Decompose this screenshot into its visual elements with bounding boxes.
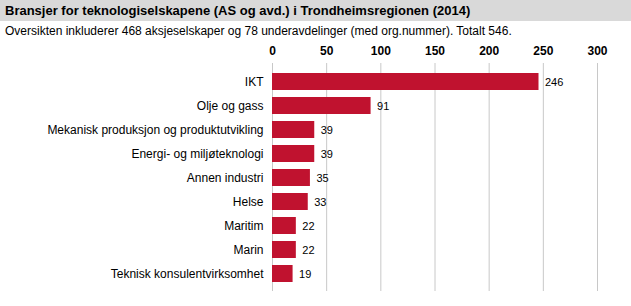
svg-text:Marin: Marin	[233, 243, 263, 257]
svg-text:Helse: Helse	[233, 195, 264, 209]
svg-text:33: 33	[314, 196, 326, 208]
svg-text:19: 19	[299, 268, 311, 280]
svg-text:Mekanisk produksjon og produkt: Mekanisk produksjon og produktutvikling	[47, 123, 263, 137]
svg-text:39: 39	[321, 124, 333, 136]
svg-text:100: 100	[371, 44, 391, 58]
svg-text:Energi- og miljøteknologi: Energi- og miljøteknologi	[131, 147, 263, 161]
svg-text:Teknisk konsulentvirksomhet: Teknisk konsulentvirksomhet	[111, 267, 264, 281]
svg-text:200: 200	[479, 44, 499, 58]
svg-text:35: 35	[316, 172, 328, 184]
svg-text:22: 22	[302, 244, 314, 256]
html-text:Oversikten inkluderer 468 aksj: Oversikten inkluderer 468 aksjeselskaper…	[5, 24, 512, 38]
svg-text:0: 0	[269, 44, 276, 58]
svg-text:Annen industri: Annen industri	[187, 171, 264, 185]
html-text:Bransjer for teknologiselskape: Bransjer for teknologiselskapene (AS og …	[5, 3, 471, 18]
svg-text:39: 39	[321, 148, 333, 160]
svg-text:50: 50	[320, 44, 334, 58]
svg-text:Maritim: Maritim	[224, 219, 263, 233]
svg-text:150: 150	[425, 44, 445, 58]
svg-text:IKT: IKT	[245, 75, 264, 89]
svg-text:Olje og gass: Olje og gass	[197, 99, 264, 113]
svg-text:91: 91	[377, 100, 389, 112]
svg-text:300: 300	[587, 44, 607, 58]
svg-text:22: 22	[302, 220, 314, 232]
svg-text:246: 246	[545, 76, 563, 88]
svg-text:250: 250	[533, 44, 553, 58]
